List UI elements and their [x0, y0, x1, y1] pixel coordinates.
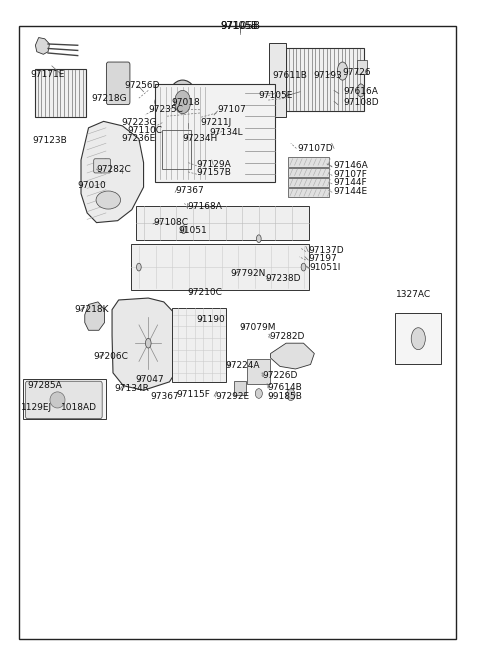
Text: 1129EJ: 1129EJ [21, 403, 52, 412]
Bar [23, 379, 107, 419]
Text: 97108D: 97108D [344, 98, 379, 107]
Bar [286, 48, 364, 111]
Text: 97171E: 97171E [31, 70, 65, 79]
Text: 97105B: 97105B [221, 21, 258, 31]
Text: 97238D: 97238D [266, 274, 301, 283]
Ellipse shape [167, 80, 198, 124]
Ellipse shape [256, 235, 261, 243]
Text: 97206C: 97206C [93, 351, 128, 361]
FancyBboxPatch shape [288, 168, 329, 177]
Text: 97792N: 97792N [230, 269, 266, 278]
Bar [357, 60, 367, 74]
Ellipse shape [411, 328, 425, 349]
Ellipse shape [155, 95, 163, 109]
Text: 97047: 97047 [135, 375, 164, 384]
Text: 97168A: 97168A [187, 202, 222, 211]
Text: 97367: 97367 [175, 186, 204, 195]
Polygon shape [112, 298, 183, 390]
FancyBboxPatch shape [94, 159, 110, 173]
Polygon shape [36, 38, 49, 55]
Text: 97367: 97367 [151, 392, 180, 401]
Polygon shape [271, 343, 314, 369]
Bar [131, 244, 309, 290]
FancyBboxPatch shape [288, 178, 329, 187]
Text: 97110C: 97110C [127, 126, 162, 135]
Polygon shape [85, 302, 105, 330]
Bar [135, 207, 309, 240]
FancyBboxPatch shape [288, 188, 329, 197]
Text: 97614B: 97614B [267, 382, 302, 392]
Text: 97211J: 97211J [200, 118, 231, 127]
Bar [36, 69, 86, 118]
Bar [156, 84, 275, 182]
Text: 91051I: 91051I [310, 263, 341, 272]
Text: 97010: 97010 [78, 182, 107, 190]
Text: 97157B: 97157B [197, 168, 231, 178]
Text: 97726: 97726 [343, 68, 371, 77]
Text: 97079M: 97079M [239, 323, 276, 332]
Polygon shape [81, 121, 144, 222]
Text: 97236E: 97236E [121, 134, 156, 143]
Ellipse shape [145, 338, 151, 348]
Bar [395, 313, 441, 365]
Ellipse shape [337, 62, 348, 80]
Text: 97224A: 97224A [225, 361, 260, 370]
Ellipse shape [301, 263, 306, 271]
Text: 97105B: 97105B [220, 21, 260, 31]
Text: 1018AD: 1018AD [61, 403, 97, 412]
Text: 97107D: 97107D [298, 144, 333, 153]
Text: 97611B: 97611B [272, 71, 307, 80]
Ellipse shape [96, 191, 120, 209]
Text: 97123B: 97123B [32, 136, 67, 145]
Text: 97226D: 97226D [263, 371, 298, 380]
Text: 97235C: 97235C [148, 105, 183, 114]
Text: 97223G: 97223G [121, 118, 157, 127]
Text: 97234H: 97234H [182, 134, 218, 143]
FancyBboxPatch shape [288, 157, 329, 166]
Text: 99185B: 99185B [267, 392, 302, 401]
Text: 97129A: 97129A [197, 160, 231, 169]
Text: 97107F: 97107F [333, 170, 367, 179]
Text: 97282C: 97282C [96, 164, 131, 174]
Text: 97108C: 97108C [153, 218, 188, 227]
Ellipse shape [287, 389, 295, 401]
Text: 97218G: 97218G [92, 93, 128, 103]
FancyBboxPatch shape [107, 62, 130, 105]
Text: 97218K: 97218K [74, 305, 109, 314]
Bar [234, 380, 246, 395]
Text: 97616A: 97616A [344, 88, 378, 96]
Bar [247, 359, 270, 384]
Text: 97105E: 97105E [258, 91, 292, 100]
Ellipse shape [181, 226, 186, 234]
Text: 91190: 91190 [197, 315, 226, 324]
Ellipse shape [136, 263, 141, 271]
Text: 97018: 97018 [172, 97, 201, 107]
Text: 97292E: 97292E [216, 392, 250, 401]
Bar [162, 130, 191, 169]
Bar [172, 308, 226, 382]
Text: 97210C: 97210C [187, 288, 222, 297]
Text: 97197: 97197 [308, 254, 337, 263]
Text: 97134R: 97134R [114, 384, 149, 393]
Text: 97144E: 97144E [333, 186, 367, 195]
Text: 97137D: 97137D [308, 246, 344, 255]
Ellipse shape [255, 389, 263, 398]
Ellipse shape [50, 392, 65, 408]
Text: 1327AC: 1327AC [396, 290, 432, 299]
Text: 97256D: 97256D [125, 81, 160, 89]
Text: 97134L: 97134L [209, 128, 243, 137]
FancyBboxPatch shape [25, 381, 102, 418]
Text: 97107: 97107 [217, 105, 246, 114]
Text: 91051: 91051 [179, 226, 207, 236]
Ellipse shape [175, 90, 191, 114]
Ellipse shape [357, 84, 365, 97]
Text: 97146A: 97146A [333, 161, 368, 170]
Text: 97282D: 97282D [269, 332, 304, 342]
Text: 97115F: 97115F [177, 390, 210, 399]
FancyBboxPatch shape [269, 43, 286, 118]
Text: 97193: 97193 [313, 71, 342, 80]
Text: 97285A: 97285A [27, 380, 62, 390]
Text: 97144F: 97144F [333, 178, 367, 187]
